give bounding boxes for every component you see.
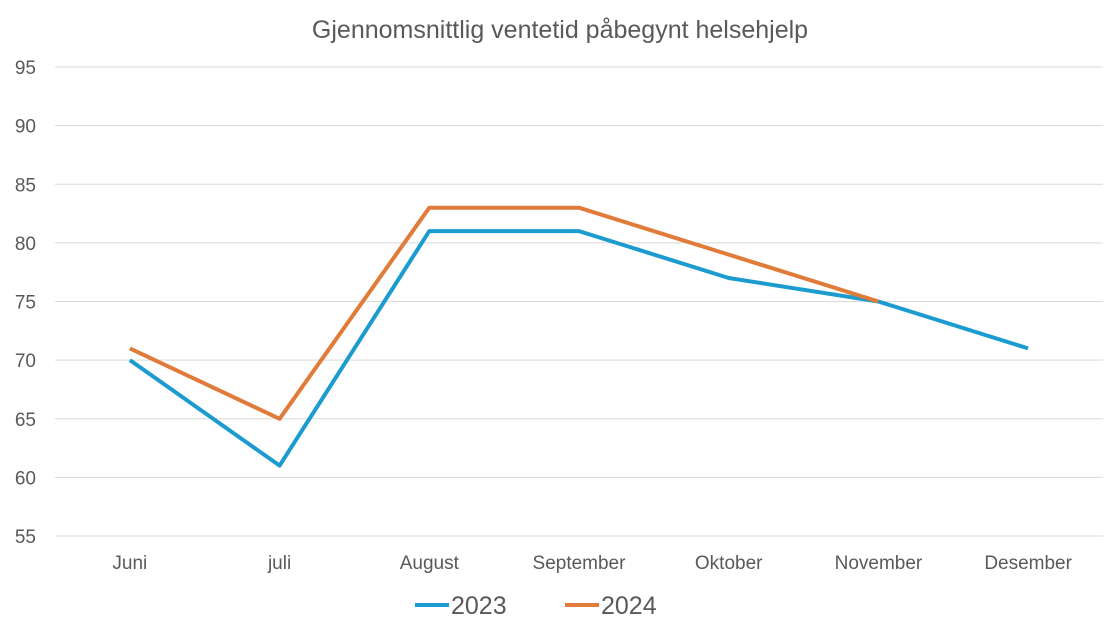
series-line-2024	[129, 205, 879, 421]
legend-entry-2023: 2023	[415, 592, 507, 620]
legend-label: 2023	[451, 592, 507, 620]
y-tick-label: 80	[15, 234, 36, 255]
y-tick-label: 65	[15, 410, 36, 431]
x-tick-label: September	[533, 553, 627, 574]
y-tick-label: 55	[15, 527, 36, 548]
x-tick-label: November	[835, 553, 923, 574]
y-tick-label: 70	[15, 351, 36, 372]
legend-entry-2024: 2024	[565, 592, 657, 620]
legend-label: 2024	[601, 592, 657, 620]
y-tick-label: 95	[15, 58, 36, 79]
y-tick-label: 85	[15, 175, 36, 196]
gridlines	[55, 66, 1103, 537]
series-lines	[128, 205, 1029, 468]
x-tick-label: Oktober	[695, 553, 763, 574]
chart-title: Gjennomsnittlig ventetid påbegynt helseh…	[312, 16, 808, 44]
series-line-2023	[128, 229, 1029, 468]
legend: 2023 2024	[415, 592, 657, 620]
x-tick-label: August	[400, 553, 460, 574]
y-tick-label: 75	[15, 293, 36, 314]
x-axis-tick-labels: Juni juli August September Oktober November De…	[112, 553, 1072, 574]
y-tick-label: 60	[15, 468, 36, 489]
y-axis-tick-labels: 55 60 65 70 75 80 85 90 95	[15, 58, 36, 548]
x-tick-label: Juni	[112, 553, 147, 574]
y-tick-label: 90	[15, 117, 36, 138]
x-tick-label: Desember	[984, 553, 1072, 574]
x-tick-label: juli	[267, 553, 291, 574]
